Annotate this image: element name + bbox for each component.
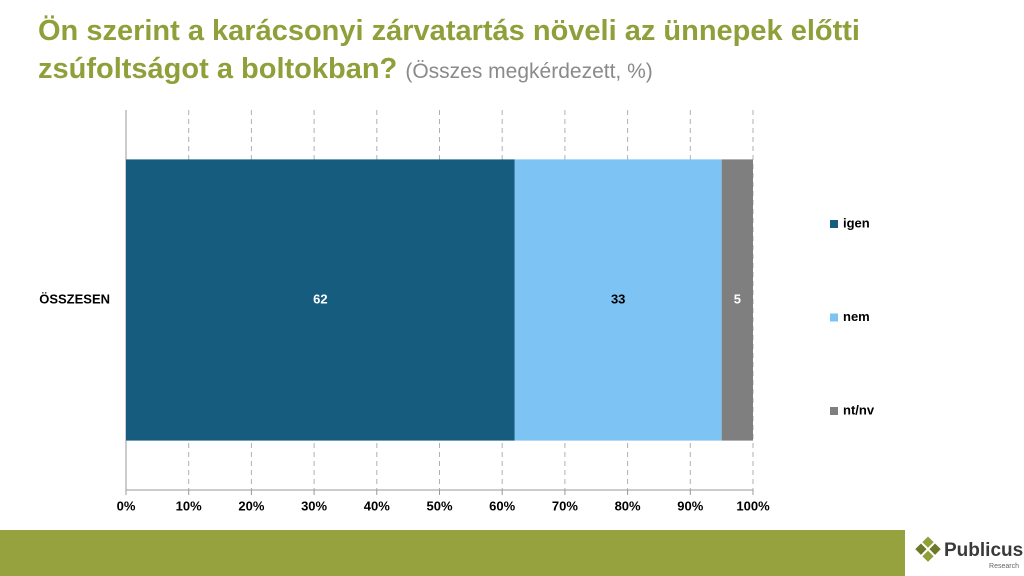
logo-name: Publicus [944, 540, 1023, 561]
logo-icon [915, 536, 941, 562]
legend-label: nem [843, 309, 870, 324]
x-tick-label: 70% [552, 498, 578, 513]
x-tick-label: 60% [489, 498, 515, 513]
x-tick-label: 100% [736, 498, 770, 513]
legend-swatch [830, 407, 838, 415]
data-label: 62 [313, 291, 327, 306]
legend-swatch [830, 313, 838, 322]
x-tick-label: 50% [426, 498, 452, 513]
data-label: 33 [611, 291, 625, 306]
legend-label: igen [843, 215, 870, 230]
bar-segment [721, 159, 753, 441]
x-tick-label: 90% [677, 498, 703, 513]
data-label: 5 [734, 291, 741, 306]
x-tick-label: 10% [176, 498, 202, 513]
bar-segment [126, 159, 515, 441]
footer-bar [0, 530, 905, 576]
legend-swatch [830, 220, 838, 228]
chart-subtitle: (Összes megkérdezett, %) [405, 60, 653, 83]
x-tick-label: 40% [364, 498, 390, 513]
logo-tagline: Research [989, 563, 1019, 570]
x-tick-label: 30% [301, 498, 327, 513]
chart-title: Ön szerint a karácsonyi zárvatartás növe… [38, 12, 908, 91]
title-text: Ön szerint a karácsonyi zárvatartás növe… [38, 15, 860, 85]
x-tick-label: 80% [615, 498, 641, 513]
legend-label: nt/nv [843, 402, 875, 417]
bar-segment [514, 159, 722, 441]
y-tick-label: ÖSSZESEN [39, 291, 110, 306]
x-tick-label: 20% [238, 498, 264, 513]
x-tick-label: 0% [117, 498, 136, 513]
